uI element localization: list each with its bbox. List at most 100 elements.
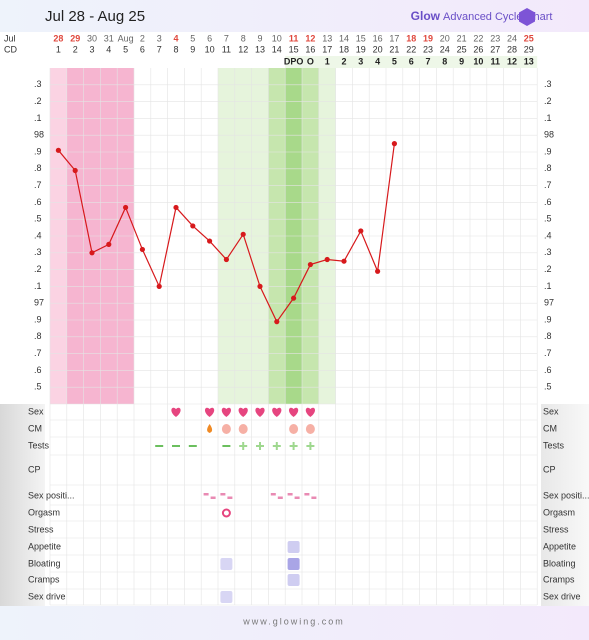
position-icon <box>287 493 293 496</box>
symptom-label: CP <box>28 464 41 474</box>
date-label: 18 <box>406 33 416 43</box>
sex-icon <box>171 407 181 417</box>
dpo-label: 7 <box>425 56 430 66</box>
right-strip <box>541 404 589 606</box>
temperature-point <box>139 246 145 253</box>
temperature-point <box>274 319 280 325</box>
date-label: 20 <box>440 33 450 43</box>
dpo-label: 6 <box>409 56 414 66</box>
dpo-label: O <box>307 56 314 66</box>
y-tick-label-right: .7 <box>544 348 552 358</box>
y-tick-label: .3 <box>34 247 42 257</box>
dpo-label: 2 <box>341 56 346 66</box>
temperature-point <box>72 167 78 174</box>
date-label: 30 <box>87 33 97 43</box>
test-positive <box>256 442 264 450</box>
cycle-day: 24 <box>440 44 450 54</box>
position-icon <box>210 496 216 499</box>
right-labels: Sex CM Tests CP Sex positi... Orgasm Stress App… <box>543 406 589 601</box>
cycle-day: 21 <box>389 44 399 54</box>
position-icon <box>203 493 209 496</box>
temperature-point <box>123 204 129 211</box>
date-label: 22 <box>473 33 483 43</box>
symptom-label-right: Sex <box>543 406 559 416</box>
sex-icon <box>204 407 215 417</box>
dpo-label: 1 <box>325 56 330 66</box>
y-tick-label-right: .3 <box>544 247 552 257</box>
sex-icon <box>305 407 316 417</box>
position-icon <box>304 493 310 496</box>
cycle-day: 20 <box>373 44 383 54</box>
cycle-day: 11 <box>222 44 231 54</box>
date-label: Aug <box>118 33 134 43</box>
cm-egg <box>238 424 248 434</box>
y-tick-label-right: .2 <box>544 264 552 274</box>
dpo-label: 13 <box>524 56 534 66</box>
cycle-day: 22 <box>406 44 416 54</box>
y-tick-label: .6 <box>34 365 42 375</box>
temperature-point <box>257 283 263 289</box>
symptom-label-right: Sex drive <box>543 591 581 601</box>
symptom-label-right: Appetite <box>543 541 576 551</box>
y-tick-label: .5 <box>34 214 42 224</box>
cycle-day: 25 <box>457 44 467 54</box>
symptom-label: Sex <box>28 406 44 416</box>
y-tick-label: .2 <box>34 96 42 106</box>
cycle-day: 23 <box>423 44 433 54</box>
y-tick-label-right: .8 <box>544 331 552 341</box>
symptom-square <box>220 591 233 603</box>
cycle-day: 17 <box>322 44 332 54</box>
cycle-day: 15 <box>289 44 299 54</box>
y-tick-label: .5 <box>34 382 42 392</box>
dpo-label: 12 <box>507 56 517 66</box>
temperature-point <box>307 261 313 268</box>
footer-bar <box>0 606 589 640</box>
cd-row-label: CD <box>4 44 17 54</box>
y-tick-label-right: .5 <box>544 214 552 224</box>
temperature-point <box>89 250 95 256</box>
y-tick-label-right: .9 <box>544 146 552 156</box>
symptom-label-right: CM <box>543 423 557 433</box>
cycle-day: 9 <box>190 44 195 54</box>
temperature-point <box>291 295 297 301</box>
y-tick-label-right: .9 <box>544 314 552 324</box>
temperature-point <box>55 147 62 153</box>
symptom-label: Bloating <box>28 558 61 568</box>
date-label: 17 <box>389 33 399 43</box>
temperature-point <box>190 223 196 229</box>
symptom-label-right: Stress <box>543 524 569 534</box>
y-tick-label-right: .5 <box>544 382 552 392</box>
date-label: 7 <box>224 33 229 43</box>
cycle-day: 1 <box>56 44 61 54</box>
date-label: 25 <box>524 33 534 43</box>
date-label: 3 <box>157 33 162 43</box>
sex-icon <box>272 407 282 417</box>
cycle-day: 14 <box>272 44 282 54</box>
symptom-label: Sex positi... <box>28 490 75 500</box>
dpo-band <box>285 56 538 68</box>
symptom-square <box>287 574 300 586</box>
cycle-day: 3 <box>89 44 94 54</box>
symptom-label: CM <box>28 423 42 433</box>
y-tick-label: .7 <box>34 348 42 358</box>
date-label: 13 <box>322 33 332 43</box>
cycle-day: 6 <box>140 44 145 54</box>
y-tick-label: .1 <box>34 113 42 123</box>
cycle-day: 7 <box>157 44 162 54</box>
symptom-label: Stress <box>28 524 54 534</box>
cycle-day: 2 <box>73 44 78 54</box>
date-label: 8 <box>241 33 246 43</box>
cycle-day: 18 <box>339 44 349 54</box>
date-label: 5 <box>190 33 195 43</box>
date-label: 28 <box>53 33 63 43</box>
dpo-label: 8 <box>442 56 447 66</box>
y-tick-label-right: .6 <box>544 197 552 207</box>
cycle-day: 5 <box>123 44 128 54</box>
temperature-point <box>341 258 347 264</box>
header-bar <box>0 0 589 32</box>
y-tick-label: 98 <box>34 130 44 140</box>
symptom-square <box>287 558 300 570</box>
symptom-label: Tests <box>28 440 50 450</box>
dpo-label: 11 <box>490 56 500 66</box>
temperature-point <box>240 231 246 237</box>
